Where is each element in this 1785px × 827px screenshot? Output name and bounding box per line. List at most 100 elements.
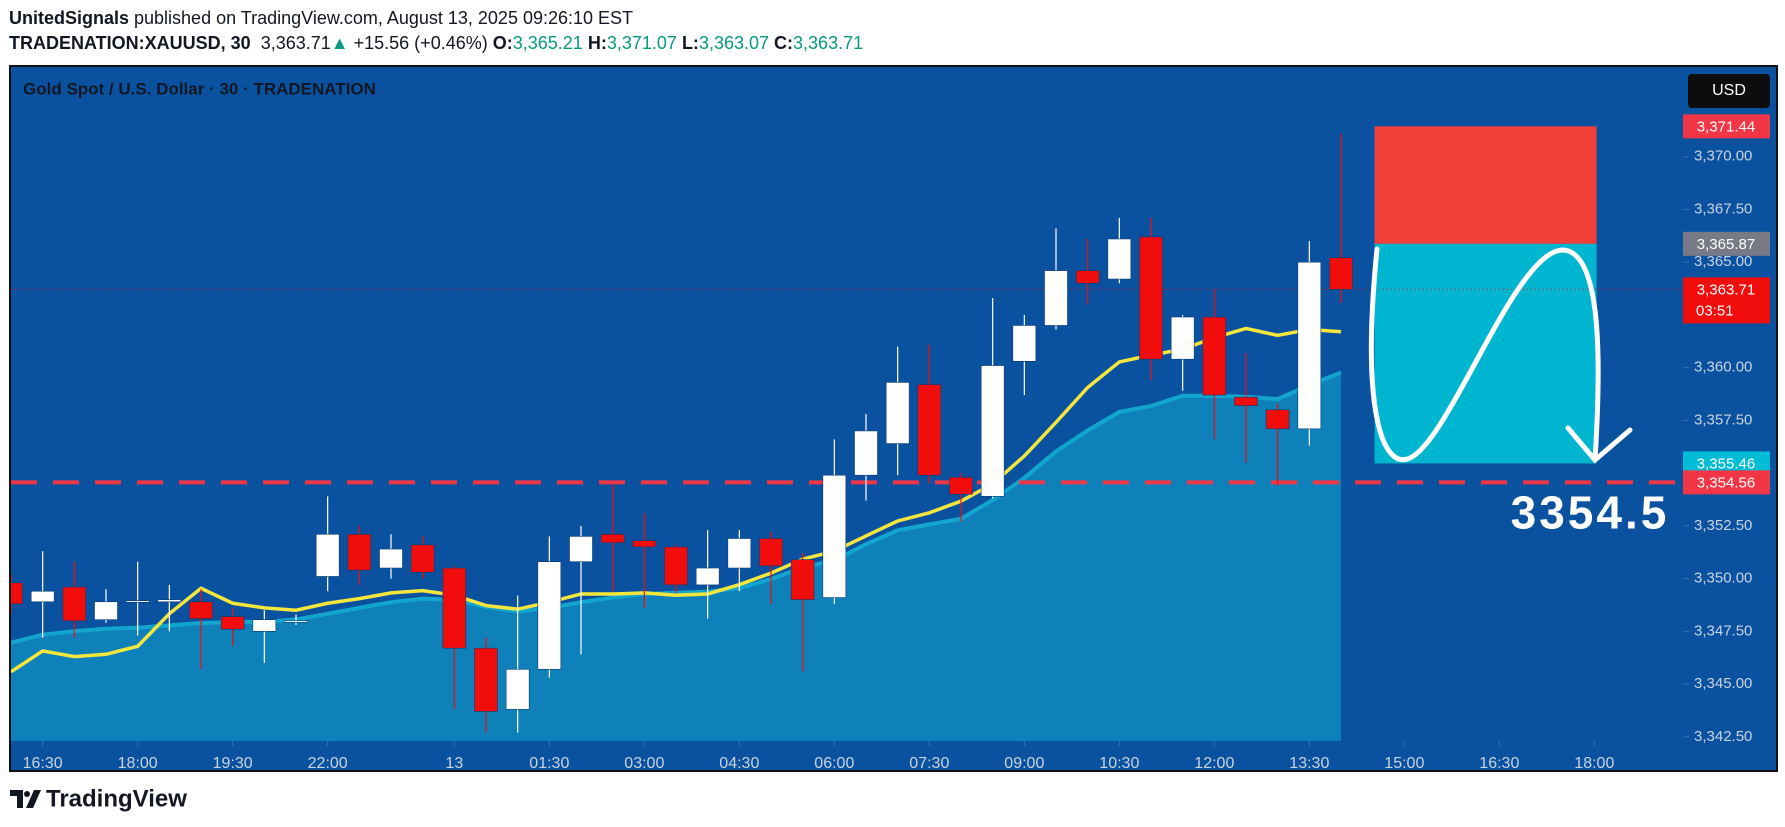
price-label: 3,355.46 (1697, 455, 1755, 472)
currency[interactable]: USD (1712, 82, 1746, 99)
x-tick-label: 19:30 (213, 755, 253, 772)
header: UnitedSignals published on TradingView.c… (9, 6, 863, 56)
candle-body (822, 474, 847, 598)
h-label: H: (587, 33, 607, 53)
x-tick-label: 16:30 (1479, 755, 1519, 772)
candle-body (379, 548, 403, 569)
candle-body (695, 567, 720, 586)
candle-body (1265, 409, 1290, 430)
candle-body (410, 544, 435, 573)
candle-body (917, 384, 942, 476)
indicator-area (11, 372, 1341, 741)
author: UnitedSignals (9, 8, 130, 28)
price-label: 3,354.56 (1697, 474, 1755, 491)
x-tick-label: 07:30 (909, 755, 949, 772)
candle-body (1170, 316, 1195, 360)
candle-body (949, 477, 973, 495)
indicator-line (11, 326, 1342, 674)
candle-body (885, 382, 910, 444)
target-zone (1374, 243, 1597, 464)
candle-body (1202, 316, 1227, 396)
x-tick-label: 18:00 (1574, 755, 1614, 772)
publish-line: UnitedSignals published on TradingView.c… (9, 6, 863, 31)
x-tick-label: 10:30 (1099, 755, 1139, 772)
candle-body (347, 533, 372, 571)
y-tick-label: 3,352.50 (1694, 517, 1752, 534)
candle-body (1139, 236, 1163, 360)
open: 3,365.21 (512, 33, 583, 53)
candle-body (1329, 257, 1353, 290)
x-tick-label: 22:00 (308, 755, 348, 772)
chart-title: Gold Spot / U.S. Dollar · 30 · TRADENATI… (23, 79, 376, 98)
x-tick-label: 12:00 (1194, 755, 1234, 772)
x-tick-label: 01:30 (529, 755, 569, 772)
x-tick-label: 06:00 (814, 755, 854, 772)
x-tick-label: 13:30 (1289, 755, 1329, 772)
last-price: 3,363.71 (260, 33, 331, 53)
candle-body (790, 559, 815, 600)
change: +15.56 (+0.46%) (353, 33, 488, 53)
y-tick-label: 3,365.00 (1694, 253, 1752, 270)
candle-body (220, 616, 245, 630)
price-label: 3,363.71 (1697, 281, 1755, 298)
axis: 3,342.50 3,345.00 3,347.50 3,350.00 3,352.50… (23, 114, 1770, 772)
candle-body (1297, 261, 1322, 430)
arrow: ▲ (330, 33, 349, 53)
candle-body (94, 601, 118, 621)
x-tick-label: 09:00 (1004, 755, 1044, 772)
plot (11, 126, 1683, 741)
close: 3,363.71 (793, 33, 864, 53)
x-tick-label: 16:30 (23, 755, 63, 772)
candle-body (537, 561, 562, 670)
y-tick-label: 3,367.50 (1694, 200, 1752, 217)
candle-body (474, 647, 498, 712)
candle-body (1234, 396, 1258, 406)
price-label-box (1683, 231, 1770, 256)
c-label: C: (774, 33, 794, 53)
candle-body (632, 540, 657, 548)
candle-body (189, 601, 213, 619)
candle-body (1107, 238, 1132, 280)
stop-zone (1374, 126, 1597, 244)
high: 3,371.07 (606, 33, 677, 53)
brand: TradingView (46, 785, 187, 812)
candle-body (664, 546, 688, 586)
x-tick-label: 03:00 (624, 755, 664, 772)
candle-body (600, 533, 625, 544)
price-label-box (1683, 470, 1770, 495)
price-label-box (1683, 114, 1770, 139)
y-tick-label: 3,342.50 (1694, 728, 1752, 745)
price-label: 3,365.87 (1697, 236, 1755, 253)
candle-body (62, 586, 87, 622)
y-tick-label: 3,370.00 (1694, 148, 1752, 165)
candle-body (980, 365, 1005, 497)
y-tick-label: 3,350.00 (1694, 570, 1752, 587)
low: 3,363.07 (698, 33, 770, 53)
candle-body (30, 590, 55, 603)
price-label-box (1683, 277, 1770, 324)
candle-body (252, 619, 277, 632)
drawn-arrow (1368, 246, 1633, 464)
x-tick-label: 04:30 (719, 755, 759, 772)
y-tick-label: 3,347.50 (1694, 622, 1752, 639)
logo (10, 790, 41, 808)
countdown: 03:51 (1696, 302, 1734, 319)
quote-line: TRADENATION:XAUUSD, 30 3,363.71▲ +15.56 … (9, 31, 863, 56)
y-tick-label: 3,357.50 (1694, 411, 1752, 428)
annotation: 3354.5 (1511, 487, 1670, 539)
l-label: L: (681, 33, 699, 53)
candle-body (727, 538, 752, 569)
y-tick-label: 3,360.00 (1694, 359, 1752, 376)
symbol: TRADENATION:XAUUSD, 30 (9, 33, 251, 53)
candle-body (315, 533, 340, 577)
price-label: 3,371.44 (1697, 118, 1755, 135)
candle-body (442, 567, 467, 649)
candle-body (1075, 270, 1100, 284)
candle-body (11, 582, 23, 605)
y-tick-label: 3,345.00 (1694, 675, 1752, 692)
candle-body (125, 600, 150, 603)
currency-button[interactable] (1688, 74, 1770, 108)
candle-body (569, 536, 593, 563)
